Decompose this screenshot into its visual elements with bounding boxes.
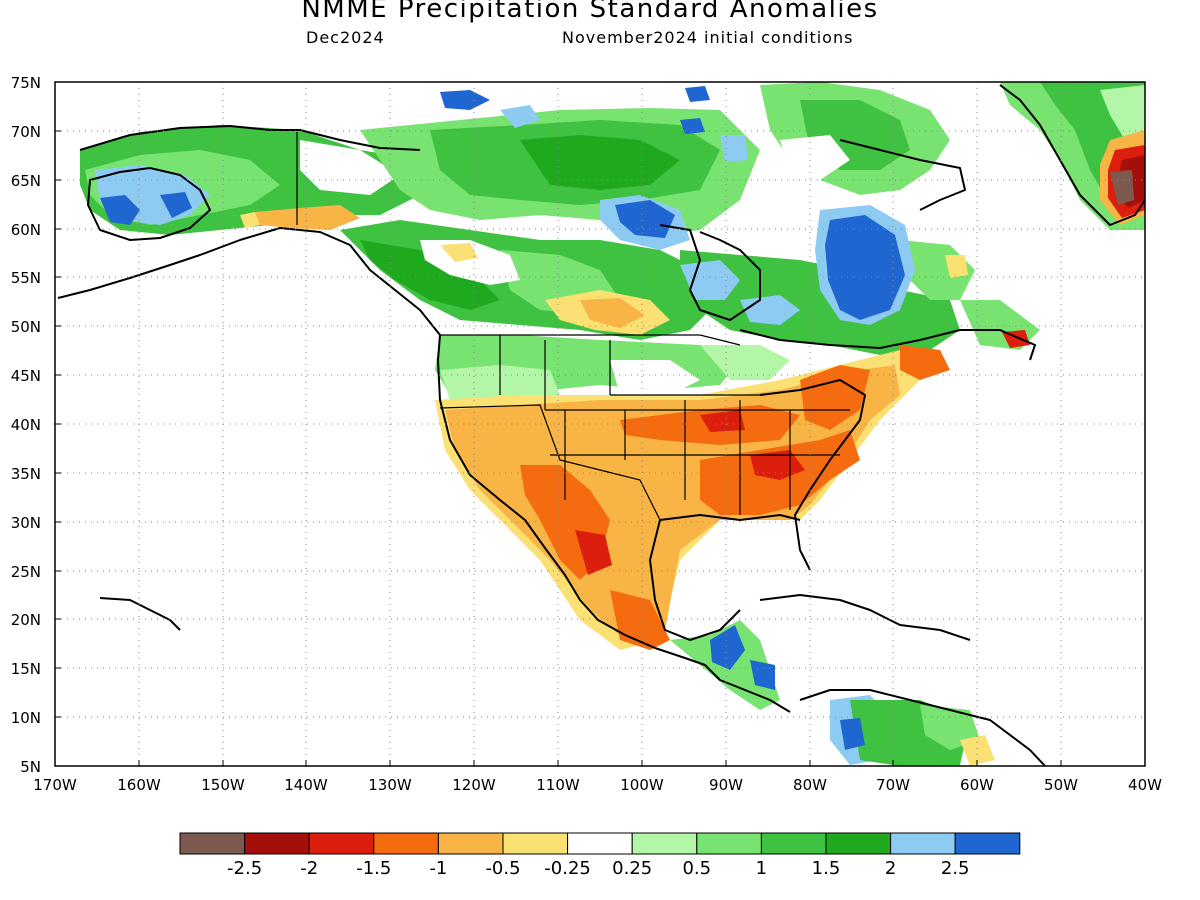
lon-tick-label: 50W: [1044, 776, 1078, 794]
colorbar-label: 2.5: [941, 858, 970, 879]
colorbar-swatch: [890, 832, 956, 855]
colorbar-label: -0.5: [485, 858, 520, 879]
colorbar-label: -2.5: [227, 858, 262, 879]
colorbar-swatch: [502, 832, 569, 855]
lon-tick-label: 160W: [117, 776, 161, 794]
lat-tick-label: 70N: [11, 123, 41, 141]
map-title: NMME Precipitation Standard Anomalies: [301, 0, 879, 24]
lat-tick-label: 55N: [11, 269, 41, 287]
colorbar-swatch: [308, 832, 375, 855]
coastlines: [57, 84, 1145, 766]
colorbar-label: 0.5: [682, 858, 711, 879]
colorbar-label: -2: [300, 858, 318, 879]
anomaly-region-greenland: [1110, 170, 1134, 205]
lat-tick-label: 10N: [11, 709, 41, 727]
lat-tick-label: 25N: [11, 563, 41, 581]
valid-month-label: Dec2024: [306, 28, 385, 47]
colorbar-label: 0.25: [612, 858, 652, 879]
colorbar: [179, 832, 1021, 855]
colorbar-swatch: [825, 832, 892, 855]
anomaly-region-hudson-west: [615, 200, 675, 238]
lat-tick-label: 45N: [11, 367, 41, 385]
lat-tick-label: 20N: [11, 611, 41, 629]
lat-tick-label: 60N: [11, 221, 41, 239]
lon-tick-label: 80W: [793, 776, 827, 794]
anomaly-shading: [80, 82, 1145, 766]
graticule: [55, 82, 1145, 766]
lat-tick-label: 40N: [11, 416, 41, 434]
colorbar-label: 1: [756, 858, 767, 879]
lat-tick-label: 30N: [11, 514, 41, 532]
lon-labels: 170W 160W 150W 140W 130W 120W 110W 100W …: [33, 776, 1162, 794]
colorbar-swatch: [696, 832, 762, 855]
colorbar-labels: -2.5 -2 -1.5 -1 -0.5 -0.25 0.25 0.5 1 1.…: [227, 858, 969, 879]
lon-tick-label: 130W: [368, 776, 412, 794]
lat-tick-label: 35N: [11, 465, 41, 483]
anomaly-region-quebec: [825, 215, 905, 320]
lon-tick-label: 60W: [960, 776, 994, 794]
anomaly-region-central-america: [710, 625, 745, 670]
lon-tick-label: 110W: [536, 776, 580, 794]
lat-tick-label: 65N: [11, 172, 41, 190]
colorbar-label: -1: [429, 858, 447, 879]
axis-ticks: [55, 81, 1062, 766]
colorbar-label: -0.25: [544, 858, 591, 879]
lon-tick-label: 90W: [709, 776, 743, 794]
colorbar-swatch: [244, 832, 310, 855]
colorbar-swatch: [437, 832, 504, 855]
colorbar-swatch: [954, 832, 1021, 855]
colorbar-swatch: [760, 832, 827, 855]
lat-tick-label: 5N: [20, 758, 41, 776]
lon-tick-label: 120W: [452, 776, 496, 794]
lat-tick-label: 50N: [11, 318, 41, 336]
political-boundaries: [296, 132, 850, 521]
lon-tick-label: 150W: [201, 776, 245, 794]
initial-conditions-label: November2024 initial conditions: [562, 28, 854, 47]
colorbar-swatch: [631, 832, 698, 855]
lon-tick-label: 170W: [33, 776, 77, 794]
lat-labels: 75N 70N 65N 60N 55N 50N 45N 40N 35N 30N …: [11, 74, 41, 776]
colorbar-label: 2: [885, 858, 896, 879]
colorbar-swatch: [373, 832, 439, 855]
lon-tick-label: 100W: [620, 776, 664, 794]
lat-tick-label: 15N: [11, 660, 41, 678]
lon-tick-label: 140W: [284, 776, 328, 794]
colorbar-label: 1.5: [812, 858, 841, 879]
colorbar-label: -1.5: [356, 858, 391, 879]
colorbar-swatch: [567, 832, 633, 855]
lon-tick-label: 40W: [1128, 776, 1162, 794]
lat-tick-label: 75N: [11, 74, 41, 92]
lon-tick-label: 70W: [876, 776, 910, 794]
colorbar-swatch: [179, 832, 246, 855]
